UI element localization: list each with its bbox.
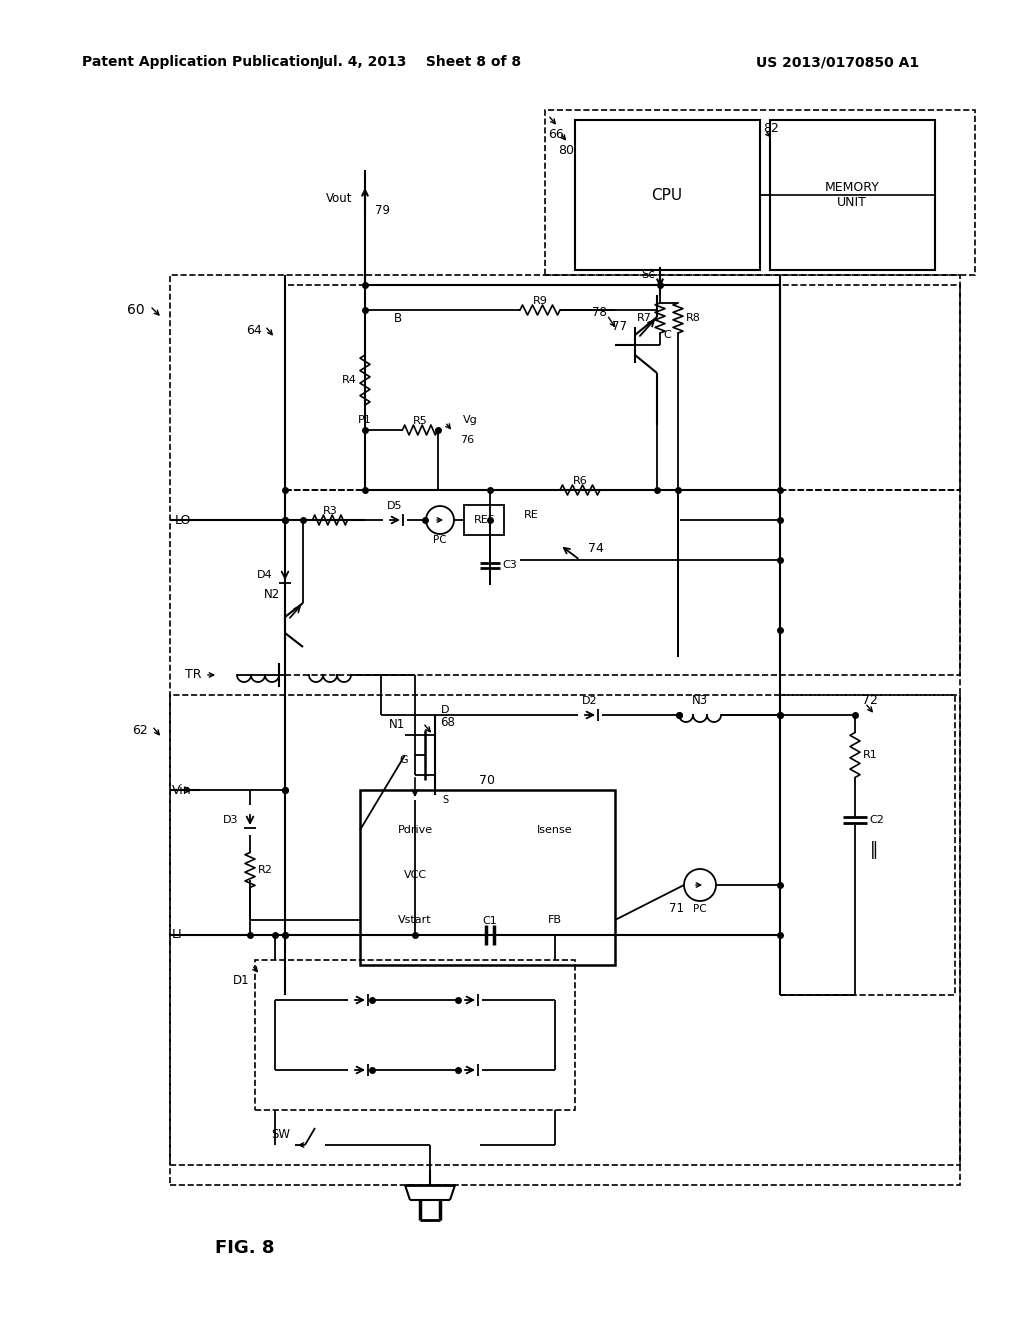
Text: R3: R3 <box>323 506 337 516</box>
Text: Patent Application Publication: Patent Application Publication <box>82 55 319 69</box>
Text: 77: 77 <box>612 321 627 334</box>
Bar <box>285 490 961 675</box>
Text: Sc: Sc <box>641 268 655 281</box>
Text: 70: 70 <box>479 774 495 787</box>
Text: 64: 64 <box>246 323 262 337</box>
Text: C: C <box>663 330 671 341</box>
Text: 80: 80 <box>558 144 574 157</box>
Text: C3: C3 <box>502 560 517 570</box>
Text: N3: N3 <box>692 693 708 706</box>
Text: Vin: Vin <box>172 784 191 796</box>
Text: D2: D2 <box>583 696 598 706</box>
Text: ‖: ‖ <box>870 841 879 859</box>
Text: US 2013/0170850 A1: US 2013/0170850 A1 <box>756 55 920 69</box>
Text: D5: D5 <box>387 502 402 511</box>
Text: PC: PC <box>693 904 707 913</box>
Text: P1: P1 <box>358 414 372 425</box>
Text: 72: 72 <box>862 693 878 706</box>
Text: 68: 68 <box>440 717 455 730</box>
Text: R5: R5 <box>413 416 427 426</box>
Text: CPU: CPU <box>651 187 683 202</box>
Text: RE: RE <box>524 510 539 520</box>
Text: 66: 66 <box>548 128 564 141</box>
Text: PC: PC <box>433 535 446 545</box>
Text: R4: R4 <box>342 375 357 385</box>
Text: Vg: Vg <box>463 414 477 425</box>
Text: R7: R7 <box>637 313 652 323</box>
Text: C2: C2 <box>869 814 884 825</box>
Text: TR: TR <box>185 668 202 681</box>
Text: LO: LO <box>175 513 191 527</box>
Text: Pdrive: Pdrive <box>397 825 432 836</box>
Text: Vout: Vout <box>326 191 352 205</box>
Text: N2: N2 <box>264 589 280 602</box>
Bar <box>170 696 961 1166</box>
Text: 74: 74 <box>588 541 604 554</box>
Text: Isense: Isense <box>538 825 572 836</box>
Bar <box>255 960 575 1110</box>
Text: R6: R6 <box>572 477 588 486</box>
Bar <box>464 506 504 535</box>
Bar <box>170 275 961 1185</box>
Text: 60: 60 <box>127 304 145 317</box>
Text: C1: C1 <box>482 916 498 927</box>
Text: N1: N1 <box>389 718 406 731</box>
Text: R2: R2 <box>258 865 272 875</box>
Bar <box>575 120 760 271</box>
Text: D3: D3 <box>222 814 238 825</box>
Text: Jul. 4, 2013    Sheet 8 of 8: Jul. 4, 2013 Sheet 8 of 8 <box>318 55 521 69</box>
Text: R1: R1 <box>863 750 878 760</box>
Text: MEMORY
UNIT: MEMORY UNIT <box>824 181 880 209</box>
Text: 79: 79 <box>375 203 390 216</box>
Text: S: S <box>442 795 449 805</box>
Text: SW: SW <box>271 1129 290 1142</box>
Text: 62: 62 <box>132 723 148 737</box>
Bar <box>360 789 615 965</box>
Text: 82: 82 <box>763 121 779 135</box>
Text: FIG. 8: FIG. 8 <box>215 1239 274 1257</box>
Text: R9: R9 <box>532 296 548 306</box>
Text: R8: R8 <box>686 313 700 323</box>
Text: D: D <box>440 705 450 715</box>
Text: VCC: VCC <box>403 870 427 880</box>
Text: FB: FB <box>548 915 562 925</box>
Bar <box>770 120 935 271</box>
Text: D1: D1 <box>233 974 250 986</box>
Text: REF: REF <box>473 515 495 525</box>
Bar <box>780 696 955 995</box>
Text: G: G <box>399 755 408 766</box>
Text: 76: 76 <box>460 436 474 445</box>
Text: LI: LI <box>172 928 182 941</box>
Text: D4: D4 <box>257 570 273 579</box>
Text: 71: 71 <box>669 903 684 916</box>
Text: Vstart: Vstart <box>398 915 432 925</box>
Text: 78: 78 <box>592 306 607 319</box>
Bar <box>545 110 975 275</box>
Text: B: B <box>394 312 402 325</box>
Bar <box>285 285 961 490</box>
